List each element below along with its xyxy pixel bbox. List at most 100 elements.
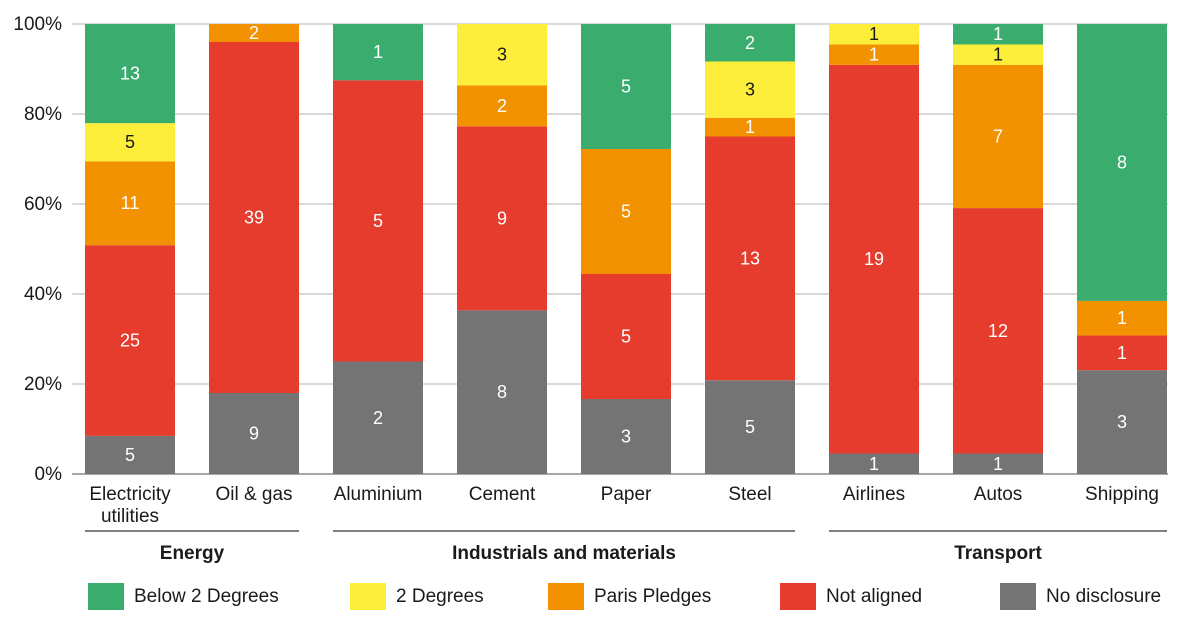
bar-segment-not-aligned [953, 208, 1043, 454]
legend-swatch [548, 583, 584, 610]
legend-item-not-aligned: Not aligned [780, 583, 922, 610]
bar-segment-no-disclosure [829, 453, 919, 474]
data-label: 1 [1117, 308, 1127, 328]
bar-electricity-utilities: 5 25 11 5 13 [85, 24, 175, 474]
data-label: 11 [121, 193, 140, 213]
data-label: 5 [125, 132, 135, 152]
legend-label: No disclosure [1046, 586, 1161, 607]
legend-swatch [88, 583, 124, 610]
y-tick-label: 100% [13, 14, 62, 35]
bar-segment-no-disclosure [85, 435, 175, 474]
data-label: 2 [373, 408, 383, 428]
bar-segment-2-degrees [457, 24, 547, 86]
legend-swatch [780, 583, 816, 610]
data-label: 1 [745, 117, 755, 137]
data-label: 25 [120, 331, 140, 351]
bar-segment-no-disclosure [457, 310, 547, 474]
legend-label: Paris Pledges [594, 586, 711, 607]
bar-segment-not-aligned [333, 80, 423, 362]
bar-segment-not-aligned [457, 126, 547, 311]
legend-item-below-2-degrees: Below 2 Degrees [88, 583, 279, 610]
bars: 5251151393922518923355551313211911112711… [85, 23, 1167, 474]
bar-segment-paris-pledges [581, 149, 671, 274]
y-tick-label: 80% [24, 104, 62, 125]
data-label: 3 [497, 45, 507, 65]
group-label-energy: Energy [160, 543, 225, 564]
bar-segment-below-2-degrees [85, 24, 175, 124]
bar-segment-not-aligned [209, 42, 299, 393]
bar-segment-no-disclosure [953, 453, 1043, 474]
x-tick-label: Aluminium [334, 484, 423, 505]
data-label: 3 [1117, 412, 1127, 432]
bar-aluminium: 2 5 1 [333, 24, 423, 474]
y-tick-label: 20% [24, 374, 62, 395]
bar-paper: 3 5 5 5 [581, 24, 671, 474]
data-label: 13 [120, 64, 140, 84]
bar-segment-not-aligned [829, 64, 919, 454]
bar-segment-2-degrees [953, 44, 1043, 65]
bar-segment-below-2-degrees [581, 24, 671, 149]
bar-segment-2-degrees [85, 123, 175, 162]
bar-segment-not-aligned [705, 136, 795, 381]
data-label: 1 [373, 42, 383, 62]
bar-segment-2-degrees [829, 24, 919, 45]
y-tick-label: 0% [35, 464, 63, 485]
data-label: 8 [1117, 152, 1127, 172]
data-label: 2 [249, 23, 259, 43]
legend-swatch [1000, 583, 1036, 610]
bar-shipping: 3 1 1 8 [1077, 24, 1167, 474]
bar-segment-not-aligned [85, 245, 175, 436]
data-label: 1 [869, 24, 879, 44]
x-tick-label: Airlines [843, 484, 905, 505]
x-tick-label: Steel [728, 484, 771, 505]
bar-segment-paris-pledges [953, 64, 1043, 209]
legend-item-paris-pledges: Paris Pledges [548, 583, 711, 610]
bar-cement: 8 9 2 3 [457, 24, 547, 474]
bar-segment-below-2-degrees [333, 24, 423, 81]
bar-segment-no-disclosure [333, 361, 423, 474]
data-label: 5 [745, 417, 755, 437]
bar-segment-no-disclosure [581, 399, 671, 474]
y-tick-label: 60% [24, 194, 62, 215]
category-groups: Energy Industrials and materials Transport [85, 530, 1167, 564]
data-label: 3 [745, 80, 755, 100]
data-label: 39 [244, 208, 264, 228]
data-label: 1 [869, 454, 879, 474]
data-label: 5 [373, 211, 383, 231]
data-label: 5 [125, 445, 135, 465]
y-axis-ticks: 0% 20% 40% 60% 80% 100% [13, 14, 62, 485]
x-tick-label: Oil & gas [215, 484, 292, 505]
bar-segment-paris-pledges [1077, 300, 1167, 336]
data-label: 1 [993, 454, 1003, 474]
data-label: 1 [993, 24, 1003, 44]
bar-segment-below-2-degrees [705, 24, 795, 62]
data-label: 9 [249, 424, 259, 444]
legend-label: Not aligned [826, 586, 922, 607]
bar-segment-no-disclosure [209, 393, 299, 474]
group-label-industrials-and-materials: Industrials and materials [452, 543, 676, 564]
data-label: 5 [621, 77, 631, 97]
data-label: 2 [497, 96, 507, 116]
data-label: 8 [497, 382, 507, 402]
x-tick-label: Shipping [1085, 484, 1159, 505]
bar-segment-below-2-degrees [1077, 24, 1167, 301]
data-label: 1 [869, 45, 879, 65]
data-label: 7 [993, 127, 1003, 147]
data-label: 9 [497, 208, 507, 228]
x-tick-label: Autos [974, 484, 1023, 505]
x-tick-label: Electricity [89, 484, 171, 505]
bar-segment-paris-pledges [209, 24, 299, 42]
bar-segment-below-2-degrees [953, 24, 1043, 45]
data-label: 1 [1117, 343, 1127, 363]
bar-segment-no-disclosure [705, 380, 795, 474]
legend-swatch [350, 583, 386, 610]
bar-segment-not-aligned [1077, 335, 1167, 371]
bar-oil-and-gas: 9 39 2 [209, 23, 299, 474]
bar-segment-2-degrees [705, 61, 795, 118]
x-tick-label: Cement [469, 484, 536, 505]
bar-segment-no-disclosure [1077, 370, 1167, 474]
data-label: 12 [988, 321, 1008, 341]
